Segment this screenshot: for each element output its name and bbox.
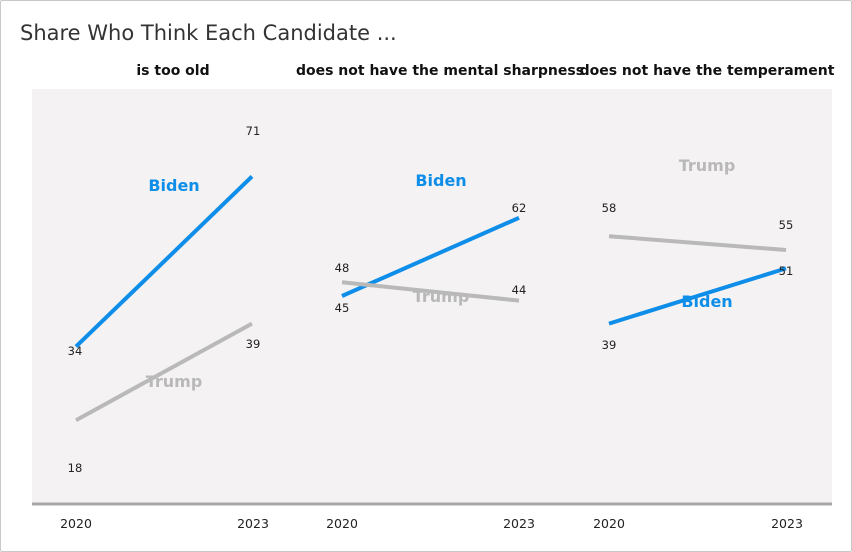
biden-line bbox=[74, 174, 254, 349]
biden-line bbox=[608, 266, 787, 326]
x-tick-label: 2020 bbox=[326, 516, 358, 531]
x-tick-label: 2023 bbox=[771, 516, 803, 531]
data-label: 58 bbox=[602, 201, 617, 215]
trump-series-label: Trump bbox=[146, 372, 203, 391]
x-tick-label: 2023 bbox=[237, 516, 269, 531]
panel-subtitle: does not have the mental sharpness bbox=[296, 63, 584, 79]
data-label: 55 bbox=[779, 218, 794, 232]
data-label: 44 bbox=[512, 283, 527, 297]
data-label: 39 bbox=[246, 337, 261, 351]
trump-line bbox=[608, 234, 787, 252]
data-label: 18 bbox=[68, 461, 83, 475]
data-label: 51 bbox=[779, 264, 794, 278]
trump-series-label: Trump bbox=[413, 287, 470, 306]
biden-series-label: Biden bbox=[148, 176, 199, 195]
data-label: 71 bbox=[246, 124, 261, 138]
trump-line bbox=[75, 321, 253, 422]
biden-line bbox=[341, 215, 520, 298]
data-label: 45 bbox=[335, 301, 350, 315]
data-label: 48 bbox=[335, 261, 350, 275]
data-label: 34 bbox=[68, 344, 83, 358]
chart-title: Share Who Think Each Candidate ... bbox=[20, 21, 397, 45]
biden-series-label: Biden bbox=[681, 292, 732, 311]
x-tick-label: 2020 bbox=[60, 516, 92, 531]
x-tick-label: 2023 bbox=[503, 516, 535, 531]
trump-line bbox=[341, 280, 520, 303]
x-tick-label: 2020 bbox=[593, 516, 625, 531]
trump-series-label: Trump bbox=[679, 156, 736, 175]
data-label: 62 bbox=[512, 201, 527, 215]
biden-series-label: Biden bbox=[415, 171, 466, 190]
data-label: 39 bbox=[602, 338, 617, 352]
panel-subtitle: does not have the temperament bbox=[580, 63, 835, 79]
panel-subtitle: is too old bbox=[136, 63, 209, 79]
